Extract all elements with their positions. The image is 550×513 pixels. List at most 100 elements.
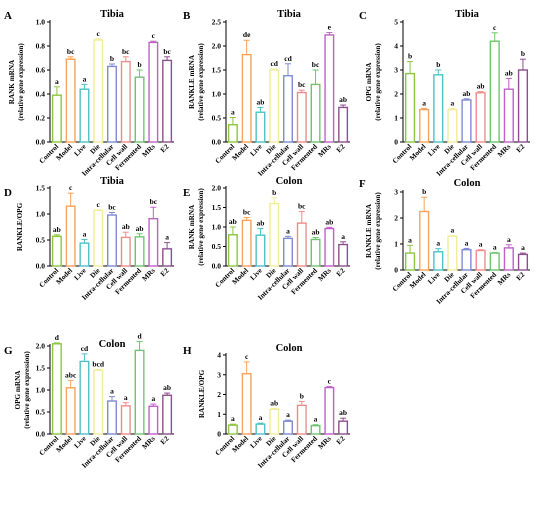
y-tick-label: 0.0 (36, 138, 46, 147)
y-axis-label: RANK mRNA(relative gene expression) (188, 188, 205, 266)
significance-label: ab (463, 89, 471, 98)
panel-title: Tibia (100, 176, 124, 187)
significance-label: ab (505, 68, 513, 77)
significance-label: cd (270, 59, 278, 68)
significance-label: bcd (92, 359, 105, 368)
x-tick-label: MRs (141, 267, 157, 283)
bar-cell-wall (296, 222, 307, 267)
significance-label: c (152, 31, 156, 40)
significance-label: a (231, 108, 235, 117)
significance-label: bc (108, 202, 116, 211)
significance-label: bc (150, 197, 158, 206)
significance-label: b (110, 54, 114, 63)
y-tick-label: 2 (394, 90, 398, 99)
bar-die (447, 108, 458, 143)
significance-label: a (286, 410, 290, 419)
chart-panel-b: B Tibia RANKLE mRNA(relative gene expressi… (183, 9, 350, 178)
chart-panel-a: A Tibia RANK mRNA(relative gene expression… (4, 9, 174, 178)
x-tick-label: MRs (141, 143, 157, 159)
significance-label: ab (256, 97, 264, 106)
significance-label: c (97, 29, 101, 38)
y-tick-label: 2.5 (212, 18, 222, 27)
x-tick-label: MRs (317, 267, 333, 283)
panel-letter: H (183, 345, 192, 357)
significance-label: a (110, 387, 114, 396)
y-tick-label: 1.5 (36, 364, 46, 373)
bar-e2 (517, 253, 529, 271)
y-tick-label: 1.0 (212, 90, 222, 99)
bar-model (241, 219, 252, 267)
bar-model (419, 108, 430, 143)
significance-label: ab (163, 383, 171, 392)
bar-fermented (134, 76, 145, 143)
bar-mrs (148, 217, 159, 267)
x-tick-label: Live (249, 143, 264, 158)
y-tick-label: 1.5 (36, 184, 46, 193)
significance-label: c (328, 377, 332, 386)
bar-mrs (503, 88, 514, 143)
bar-e2 (338, 243, 349, 267)
bar-fermented (310, 238, 321, 267)
bar-model (65, 58, 76, 143)
panel-title: Colon (276, 176, 303, 187)
panel-title: Colon (99, 339, 126, 350)
y-axis-label: OPG mRNA(relative gene expression) (365, 43, 382, 121)
y-tick-label: 3 (394, 188, 398, 197)
bar-e2 (162, 394, 173, 435)
x-tick-label: MRs (141, 435, 157, 451)
y-tick-label: 0.8 (36, 42, 46, 51)
bar-fermented (310, 83, 321, 143)
y-tick-label: 0.4 (36, 90, 46, 99)
x-tick-label: E2 (335, 266, 347, 278)
y-tick-label: 1.0 (36, 18, 46, 27)
significance-label: a (493, 243, 497, 252)
bar-die (93, 39, 104, 143)
significance-label: b (521, 49, 525, 58)
bar-mrs (324, 386, 335, 435)
significance-label: ab (136, 224, 144, 233)
bar-e2 (517, 69, 529, 143)
significance-label: a (422, 98, 426, 107)
bar-fermented (489, 40, 500, 143)
significance-label: bc (67, 47, 75, 56)
significance-label: a (341, 232, 345, 241)
significance-label: ab (339, 408, 347, 417)
bar-mrs (148, 405, 159, 435)
significance-label: ab (325, 217, 333, 226)
bar-control (404, 252, 416, 271)
bar-intra-cellular (107, 400, 117, 435)
significance-label: ab (256, 219, 264, 228)
x-tick-label: E2 (335, 142, 347, 154)
bar-intra-cellular (107, 214, 117, 267)
bar-live (255, 234, 266, 267)
y-tick-label: 0.5 (36, 236, 46, 245)
x-tick-label: MRs (317, 435, 333, 451)
y-tick-label: 5 (394, 18, 398, 27)
bar-cell-wall (296, 91, 307, 143)
bar-live (433, 74, 444, 143)
bar-die (269, 69, 280, 143)
bar-cell-wall (120, 405, 131, 435)
bar-e2 (162, 248, 173, 267)
bar-control (51, 235, 62, 267)
x-tick-label: E2 (159, 434, 171, 446)
y-axis-label: RANKLE mRNA(relative gene expression) (365, 192, 382, 270)
y-axis-label: OPG mRNA(relative gene expression) (14, 351, 31, 429)
significance-label: d (137, 332, 142, 341)
bar-die (93, 209, 104, 267)
bar-cell-wall (475, 249, 486, 271)
significance-label: b (300, 391, 304, 400)
bar-control (227, 424, 238, 435)
significance-label: ab (339, 95, 347, 104)
significance-label: c (97, 200, 101, 209)
significance-label: c (245, 352, 249, 361)
significance-label: bc (298, 201, 306, 210)
y-tick-label: 0.0 (36, 262, 46, 271)
significance-label: bc (312, 60, 320, 69)
bar-live (79, 360, 90, 435)
significance-label: bc (163, 47, 171, 56)
bar-live (255, 423, 266, 435)
y-tick-label: 0.0 (36, 430, 46, 439)
bar-intra-cellular (283, 237, 293, 267)
